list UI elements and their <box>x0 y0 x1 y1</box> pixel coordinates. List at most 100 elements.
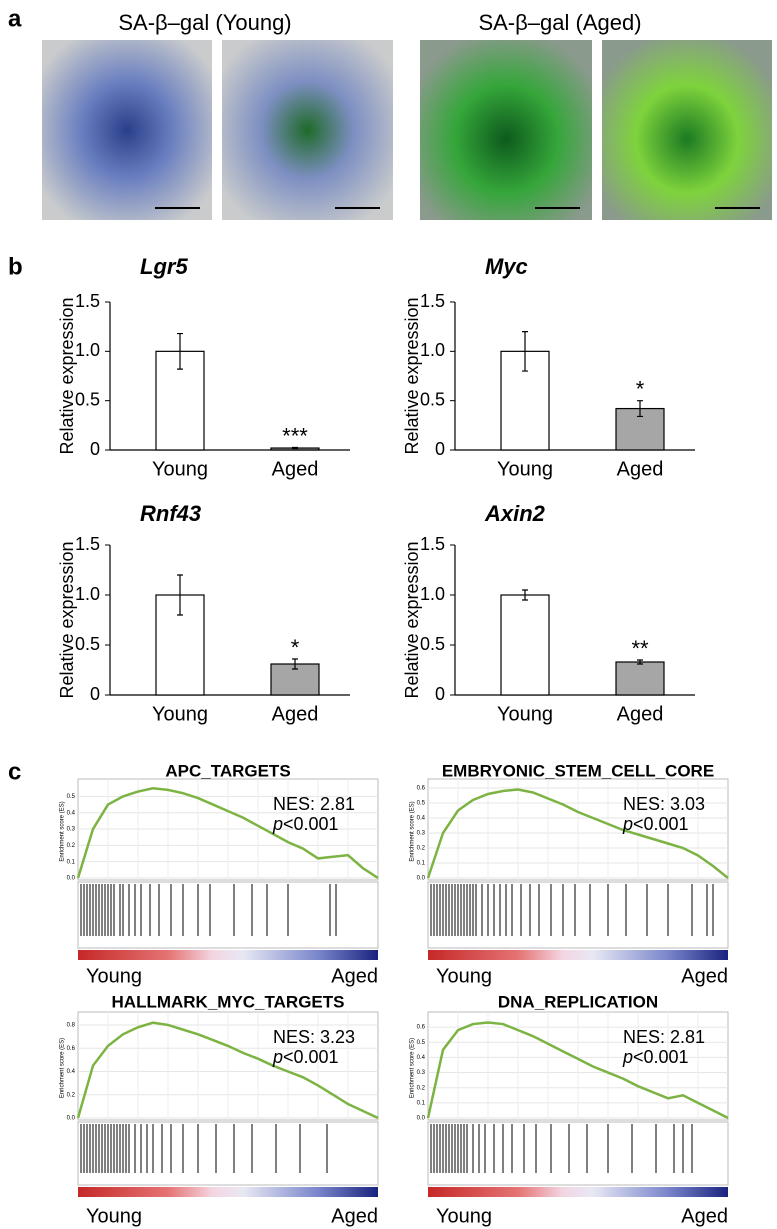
es-curve <box>426 1021 729 1120</box>
error-bar <box>177 332 183 370</box>
error-bar <box>522 589 528 601</box>
y-tick-label: 0.0 <box>417 876 426 882</box>
x-tick-label: Aged <box>272 458 319 480</box>
x-end-label: Young <box>436 965 492 987</box>
y-tick-label: 0.5 <box>67 794 76 800</box>
y-tick-label: 0.0 <box>67 876 76 882</box>
chart-title: Rnf43 <box>140 501 201 526</box>
panel-label: a <box>8 5 22 32</box>
hit-frame <box>427 881 729 949</box>
y-tick-label: 1.0 <box>420 584 445 604</box>
p-value: <0.001 <box>283 1047 339 1067</box>
y-axis-label: Enrichment score (ES) <box>410 801 416 861</box>
nes: NES: 2.81 <box>273 794 355 814</box>
error-bar <box>522 331 528 372</box>
x-tick-label: Aged <box>272 703 319 725</box>
y-axis-label: Relative expression <box>57 297 77 454</box>
y-tick-label: 0.8 <box>67 1023 76 1029</box>
hit-frame <box>427 1121 729 1186</box>
x-tick-label: Aged <box>617 458 664 480</box>
y-tick-label: 0 <box>90 684 100 704</box>
error-bar <box>637 659 643 665</box>
y-tick-label: 0.0 <box>417 1116 426 1122</box>
error-bar <box>292 446 298 450</box>
rank-gradient <box>78 1187 378 1197</box>
significance-label: * <box>291 635 300 660</box>
nes: NES: 3.03 <box>623 794 705 814</box>
annotation: NES: 3.23 <box>273 1027 355 1047</box>
y-tick-label: 0.1 <box>417 861 426 867</box>
y-axis-label: Relative expression <box>402 541 422 698</box>
y-axis-label: Enrichment score (ES) <box>60 1038 66 1098</box>
y-tick-label: 1.5 <box>420 534 445 554</box>
x-end-label: Aged <box>681 1205 728 1227</box>
y-tick-label: 0.4 <box>67 810 76 816</box>
nes: NES: 2.81 <box>623 1027 705 1047</box>
y-tick-label: 0.5 <box>75 634 100 654</box>
y-axis-label: Enrichment score (ES) <box>60 801 66 861</box>
annotation: NES: 2.81 <box>623 1027 705 1047</box>
y-tick-label: 0.1 <box>417 1100 426 1106</box>
y-tick-label: 1.0 <box>420 340 445 360</box>
y-tick-label: 0.5 <box>420 389 445 409</box>
x-end-label: Aged <box>331 1205 378 1227</box>
annotation: p<0.001 <box>622 814 689 834</box>
p-value: <0.001 <box>633 1047 689 1067</box>
y-tick-label: 0.6 <box>417 786 426 792</box>
error-bar <box>292 658 298 670</box>
annotation: p<0.001 <box>272 814 339 834</box>
panel-label: b <box>8 253 23 280</box>
error-bar <box>177 574 183 616</box>
y-tick-label: 0.3 <box>417 1070 426 1076</box>
y-tick-label: 0 <box>435 684 445 704</box>
micrograph <box>42 40 212 220</box>
x-end-label: Aged <box>681 965 728 987</box>
annotation: NES: 3.03 <box>623 794 705 814</box>
rank-gradient <box>78 950 378 960</box>
p-symbol: p <box>622 1047 633 1067</box>
y-tick-label: 0.3 <box>67 827 76 833</box>
error-bar <box>637 400 643 418</box>
y-tick-label: 0.2 <box>417 846 426 852</box>
p-symbol: p <box>272 1047 283 1067</box>
image-title: SA-β–gal (Young) <box>118 10 291 35</box>
y-tick-label: 1.5 <box>75 291 100 311</box>
x-tick-label: Young <box>152 703 208 725</box>
x-tick-label: Aged <box>617 703 664 725</box>
y-tick-label: 0 <box>435 439 445 459</box>
y-tick-label: 0 <box>90 439 100 459</box>
rank-gradient <box>428 950 728 960</box>
significance-label: * <box>636 376 645 401</box>
bar <box>500 594 550 696</box>
y-axis-label: Enrichment score (ES) <box>410 1038 416 1098</box>
p-symbol: p <box>622 814 633 834</box>
es-curve <box>76 1021 379 1120</box>
y-tick-label: 0.4 <box>417 816 426 822</box>
annotation: p<0.001 <box>622 1047 689 1067</box>
chart-title: Myc <box>485 254 528 279</box>
y-tick-label: 0.2 <box>67 843 76 849</box>
annotation: p<0.001 <box>272 1047 339 1067</box>
chart-title: Axin2 <box>484 501 546 526</box>
rank-gradient <box>428 1187 728 1197</box>
x-tick-label: Young <box>152 458 208 480</box>
micrograph <box>222 40 393 220</box>
x-end-label: Young <box>86 1205 142 1227</box>
x-tick-label: Young <box>497 703 553 725</box>
chart-title: EMBRYONIC_STEM_CELL_CORE <box>442 761 714 780</box>
p-value: <0.001 <box>633 814 689 834</box>
x-end-label: Aged <box>331 965 378 987</box>
y-tick-label: 1.5 <box>75 534 100 554</box>
es-curve <box>426 788 729 879</box>
x-tick-label: Young <box>497 458 553 480</box>
nes: NES: 3.23 <box>273 1027 355 1047</box>
x-end-label: Young <box>86 965 142 987</box>
y-tick-label: 0.2 <box>417 1085 426 1091</box>
chart-title: APC_TARGETS <box>165 761 290 780</box>
p-value: <0.001 <box>283 814 339 834</box>
x-end-label: Young <box>436 1205 492 1227</box>
p-symbol: p <box>272 814 283 834</box>
es-curve <box>76 786 379 880</box>
hit-frame <box>77 881 379 949</box>
